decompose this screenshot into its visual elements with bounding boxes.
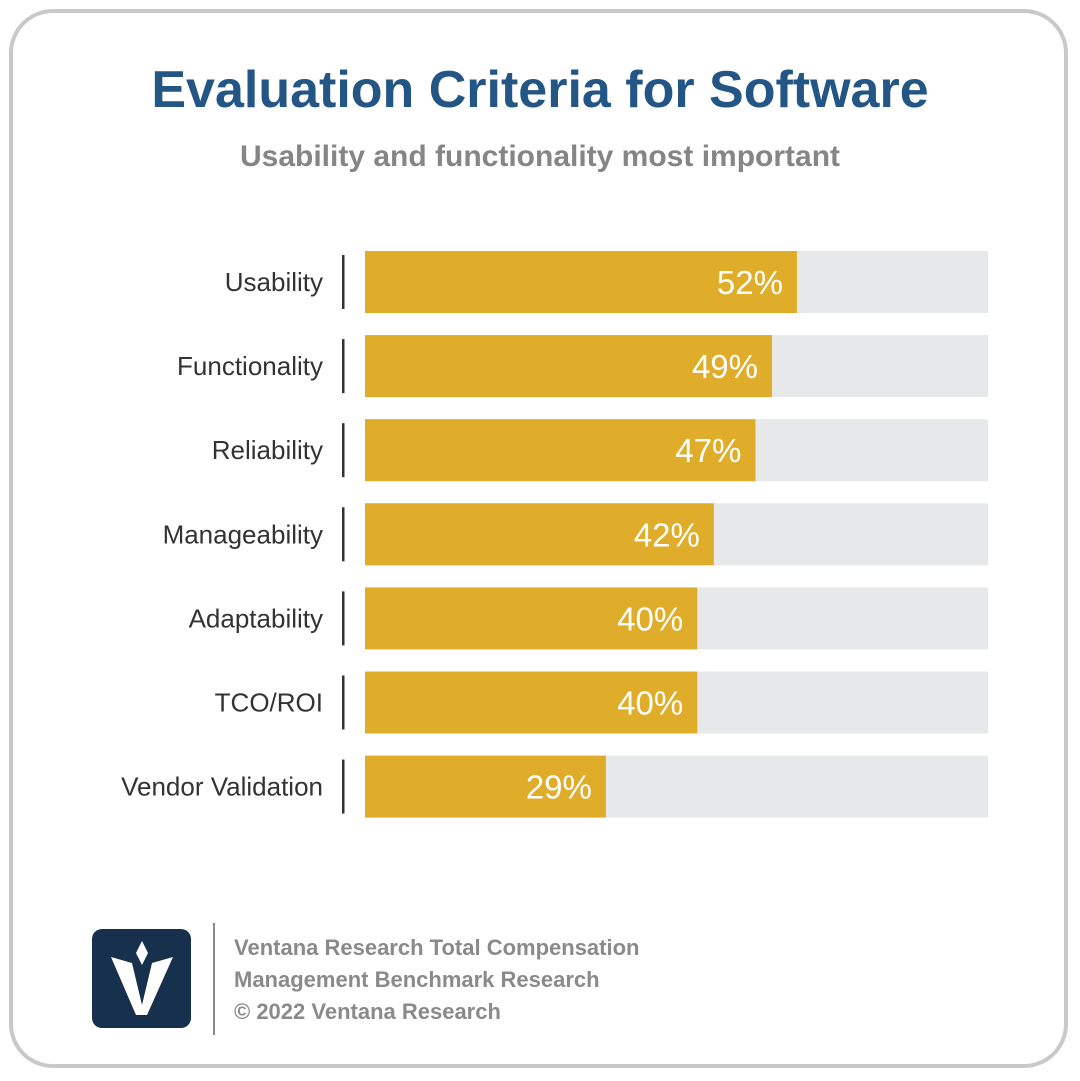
chart-title: Evaluation Criteria for Software — [151, 61, 929, 119]
category-label: Adaptability — [189, 603, 323, 633]
category-tick — [342, 759, 345, 814]
category-label: Usability — [225, 267, 323, 297]
ventana-logo — [92, 929, 191, 1028]
bar — [365, 251, 797, 313]
bar — [365, 671, 698, 734]
category-tick — [342, 339, 345, 394]
category-tick — [342, 591, 345, 646]
footer-line-2: Management Benchmark Research — [234, 967, 600, 992]
category-label: Vendor Validation — [121, 772, 323, 802]
footer-source: Ventana Research Total Compensation Mana… — [234, 932, 834, 1028]
footer-line-3: © 2022 Ventana Research — [234, 999, 501, 1024]
data-label: 40% — [617, 600, 683, 637]
data-label: 52% — [717, 264, 783, 301]
footer-divider — [213, 923, 215, 1035]
category-label: TCO/ROI — [215, 688, 323, 718]
ventana-v-logo-icon — [111, 941, 173, 1015]
category-tick — [342, 423, 345, 478]
bar — [365, 419, 756, 482]
category-label: Reliability — [212, 435, 323, 465]
category-tick — [342, 255, 345, 309]
bar — [365, 755, 606, 818]
data-label: 47% — [675, 432, 741, 469]
category-label: Manageability — [163, 519, 323, 549]
bar-chart: Usability 52% Functionality 49% Reliability 4… — [121, 251, 988, 818]
chart-subtitle: Usability and functionality most importa… — [239, 140, 841, 173]
footer-line-1: Ventana Research Total Compensation — [234, 935, 640, 960]
data-label: 42% — [634, 516, 700, 553]
bar — [365, 587, 698, 650]
category-tick — [342, 507, 345, 562]
category-label: Functionality — [177, 351, 323, 381]
bar — [365, 335, 773, 398]
category-tick — [342, 675, 345, 730]
data-label: 40% — [617, 685, 683, 722]
data-label: 29% — [526, 769, 592, 806]
data-label: 49% — [692, 348, 758, 385]
bar — [365, 503, 714, 566]
